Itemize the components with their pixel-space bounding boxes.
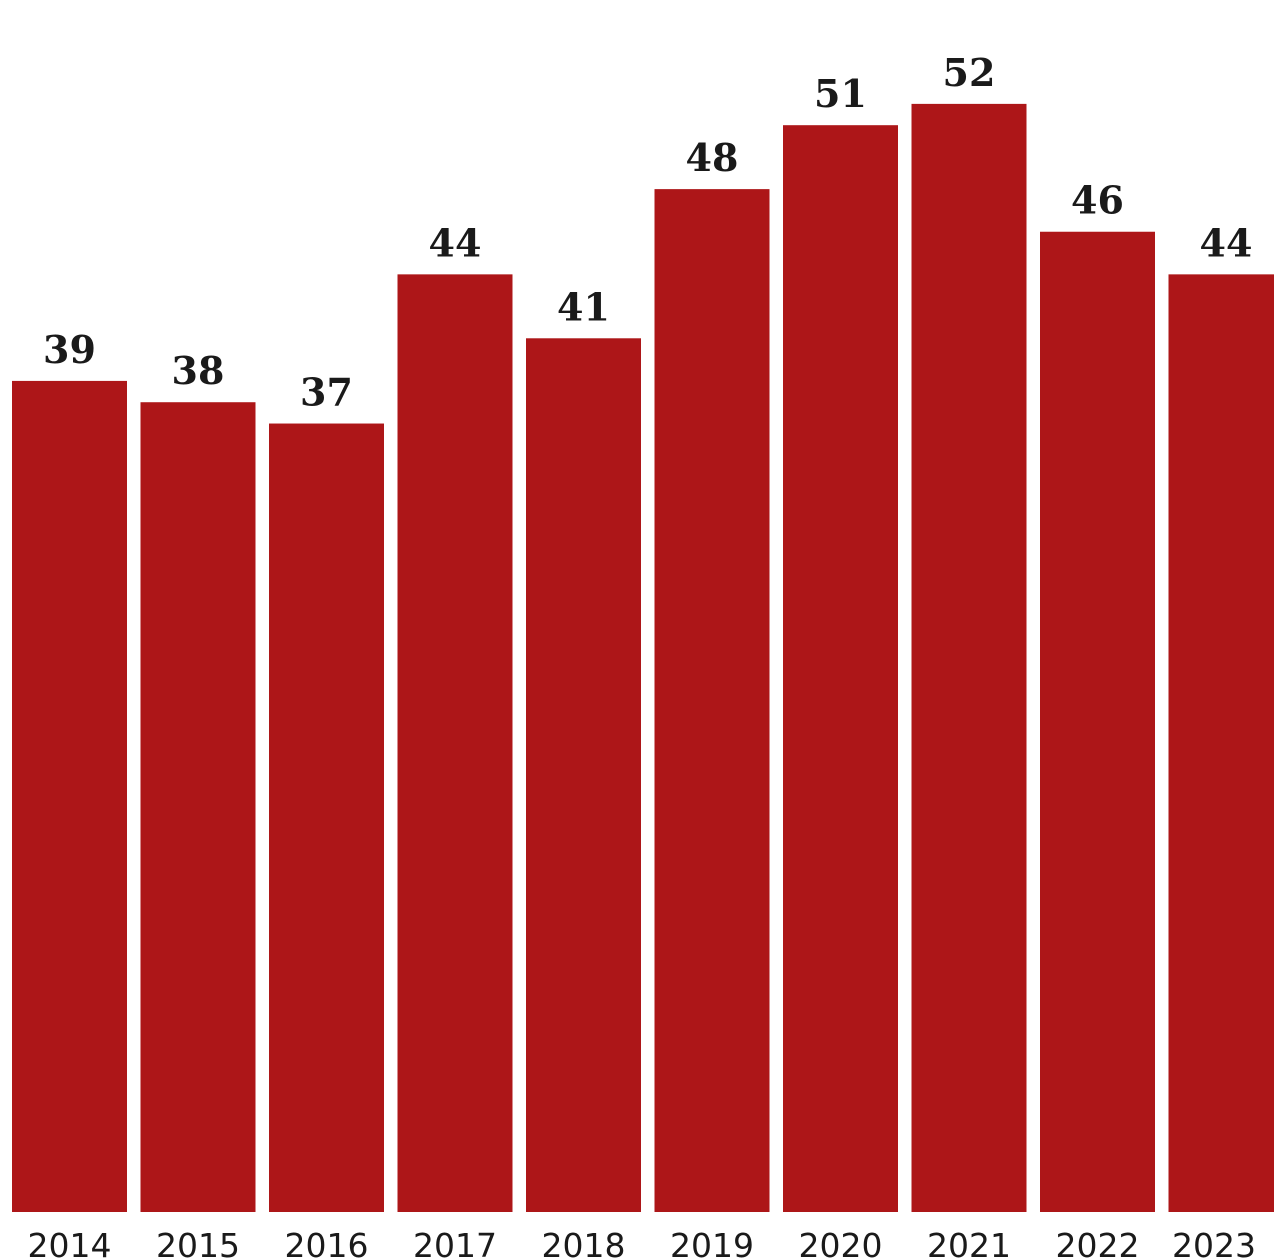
x-tick-label-2017: 2017 xyxy=(413,1226,497,1260)
value-label-2023: 44 xyxy=(1200,220,1253,265)
x-tick-label-2015: 2015 xyxy=(156,1226,240,1260)
x-tick-label-2018: 2018 xyxy=(542,1226,626,1260)
value-label-2018: 41 xyxy=(557,284,610,329)
x-tick-label-2023: 2023 xyxy=(1172,1226,1256,1260)
bar-2017 xyxy=(397,274,513,1212)
bar-2022 xyxy=(1040,231,1155,1213)
x-tick-label-2021: 2021 xyxy=(927,1226,1011,1260)
bar-2020 xyxy=(783,125,898,1213)
x-tick-label-2016: 2016 xyxy=(285,1226,369,1260)
bar-2014 xyxy=(12,380,127,1212)
bar-2023 xyxy=(1168,274,1274,1212)
value-label-2017: 44 xyxy=(429,220,482,265)
bar-2018 xyxy=(526,338,641,1212)
value-label-2019: 48 xyxy=(686,135,739,180)
value-label-2016: 37 xyxy=(300,370,353,415)
x-tick-label-2022: 2022 xyxy=(1056,1226,1140,1260)
value-label-2014: 39 xyxy=(43,327,96,372)
bar-2016 xyxy=(269,423,384,1212)
value-label-2020: 51 xyxy=(814,71,867,116)
x-axis-tick-labels: 2014 2015 2016 2017 2018 2019 2020 2021 2022 2023 xyxy=(28,1226,1256,1260)
value-labels-group: 39 38 37 44 41 48 51 52 46 44 xyxy=(43,50,1252,415)
value-label-2022: 46 xyxy=(1071,178,1124,223)
bar-2015 xyxy=(140,402,256,1213)
x-tick-label-2020: 2020 xyxy=(799,1226,883,1260)
bars-group xyxy=(12,103,1274,1213)
bar-2019 xyxy=(654,189,770,1212)
value-label-2015: 38 xyxy=(172,348,225,393)
value-label-2021: 52 xyxy=(943,50,996,95)
x-tick-label-2019: 2019 xyxy=(670,1226,754,1260)
x-tick-label-2014: 2014 xyxy=(28,1226,112,1260)
bar-2021 xyxy=(911,103,1027,1212)
